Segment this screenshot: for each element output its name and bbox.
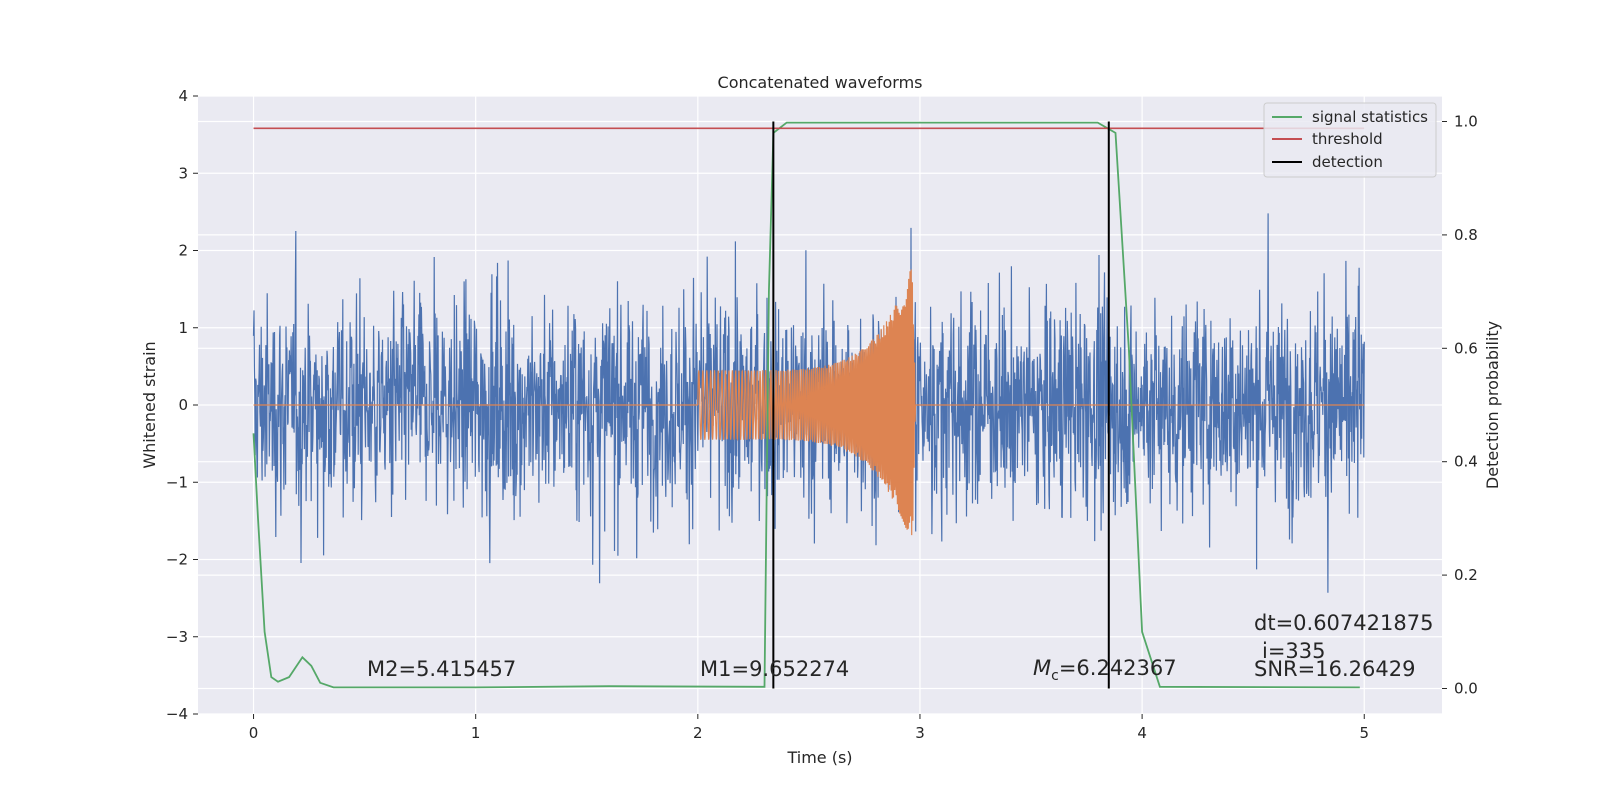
y-tick-label: 0 [178, 396, 188, 414]
x-tick-label: 1 [471, 724, 481, 742]
detection-lines [772, 121, 1110, 689]
annotation-m2: M2=5.415457 [367, 657, 516, 681]
y-tick-label: −3 [166, 628, 188, 646]
y-tick-label: 1 [178, 319, 188, 337]
x-tick-label: 3 [915, 724, 925, 742]
annotation-m1: M1=9.652274 [700, 657, 849, 681]
y-axis-right-label: Detection probability [1483, 321, 1502, 489]
x-tick-label: 2 [693, 724, 703, 742]
y-tick-label: −1 [166, 473, 188, 491]
y-tick-label: −4 [166, 705, 188, 723]
waveform-line [253, 269, 1365, 536]
x-tick-label: 5 [1359, 724, 1369, 742]
legend-label-signal-statistics: signal statistics [1312, 108, 1428, 126]
y-right-tick-label: 0.0 [1454, 679, 1478, 697]
y-right-tick-label: 0.8 [1454, 226, 1478, 244]
annotation-snr: SNR=16.26429 [1254, 657, 1415, 681]
strain-noise-series [252, 213, 1365, 593]
axis-ticks: 0 1 2 3 4 5 4 3 2 1 0 −1 −2 −3 −4 1.0 0.8 0.6 0.4 0.2 0.0 [166, 87, 1478, 742]
y-tick-label: 2 [178, 242, 188, 260]
signal-statistics-series [252, 121, 1360, 689]
signal-statistics-line [252, 121, 1360, 689]
legend-box [1263, 102, 1437, 178]
legend-label-threshold: threshold [1312, 130, 1383, 148]
y-right-tick-label: 0.4 [1454, 453, 1478, 471]
strain-noise-line [252, 213, 1365, 593]
chart-title: Concatenated waveforms [718, 73, 923, 92]
annotation-i: i=335 [1262, 639, 1326, 663]
x-tick-label: 4 [1137, 724, 1147, 742]
y-tick-label: 3 [178, 164, 188, 182]
x-tick-label: 0 [249, 724, 259, 742]
y-tick-label: 4 [178, 87, 188, 105]
y-right-tick-label: 0.6 [1454, 339, 1478, 357]
y-right-tick-label: 0.2 [1454, 566, 1478, 584]
waveform-series [253, 269, 1365, 536]
y-axis-label: Whitened strain [140, 341, 159, 468]
annotation-mc: Mc=6.242367 [1033, 656, 1177, 684]
legend: signal statistics threshold detection [1263, 102, 1437, 178]
annotation-dt: dt=0.607421875 [1254, 611, 1433, 635]
y-right-tick-label: 1.0 [1454, 113, 1478, 131]
y-tick-label: −2 [166, 551, 188, 569]
legend-label-detection: detection [1312, 153, 1383, 171]
x-axis-label: Time (s) [786, 748, 852, 767]
